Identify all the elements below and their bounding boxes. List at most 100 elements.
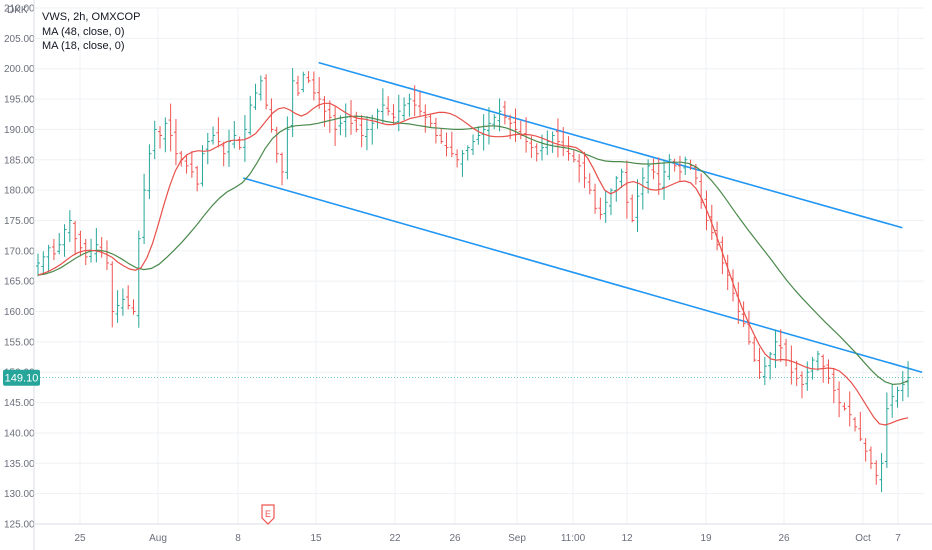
ohlc-bar xyxy=(471,134,476,155)
ohlc-bar xyxy=(428,113,433,128)
ma-48-line xyxy=(37,115,909,386)
ohlc-bar xyxy=(879,452,884,493)
ohlc-bar xyxy=(396,94,401,132)
ohlc-bar xyxy=(614,176,619,202)
x-tick-label: 15 xyxy=(310,533,322,544)
ohlc-bar xyxy=(200,145,205,187)
ohlc-bar xyxy=(46,244,51,272)
ohlc-bar xyxy=(460,149,465,177)
ohlc-bar xyxy=(67,210,72,242)
trendline-upper[interactable] xyxy=(318,61,903,229)
ohlc-bar xyxy=(651,158,656,180)
ohlc-bar xyxy=(184,155,189,174)
ohlc-bar xyxy=(380,88,385,124)
last-price-badge-bg xyxy=(3,369,40,386)
ohlc-bar xyxy=(555,118,560,158)
ohlc-bar xyxy=(571,150,576,163)
ohlc-bar xyxy=(402,97,407,121)
ohlc-bar xyxy=(333,106,338,146)
legend-ma-18: MA (18, close, 0) xyxy=(42,40,125,52)
ohlc-bar xyxy=(603,190,608,223)
ohlc-bar xyxy=(274,126,279,163)
ohlc-bar xyxy=(269,98,274,133)
ohlc-bar xyxy=(407,93,412,117)
earnings-event-marker[interactable]: E xyxy=(261,504,275,525)
ohlc-bar xyxy=(831,368,836,404)
ohlc-bar xyxy=(391,104,396,124)
ohlc-bar xyxy=(513,108,518,142)
ohlc-bar xyxy=(794,360,799,386)
ohlc-bar xyxy=(168,103,173,152)
ohlc-bar xyxy=(672,158,677,172)
ohlc-bar xyxy=(343,103,348,138)
ohlc-bar xyxy=(465,145,470,161)
ohlc-bar xyxy=(815,350,820,371)
x-tick-label: 26 xyxy=(778,533,790,544)
ohlc-bar xyxy=(412,85,417,117)
ohlc-bar xyxy=(73,220,78,255)
ohlc-bar xyxy=(226,129,231,167)
ohlc-bar xyxy=(364,116,369,151)
ohlc-bar xyxy=(683,156,688,176)
ohlc-bar xyxy=(847,391,852,427)
trendline-lower[interactable] xyxy=(243,177,923,374)
y-tick-label: 160.00 xyxy=(4,307,35,318)
ohlc-bar xyxy=(205,132,210,165)
y-tick-label: 135.00 xyxy=(4,459,35,470)
ohlc-bar xyxy=(481,114,486,151)
ohlc-bar xyxy=(646,159,651,194)
ohlc-bar xyxy=(784,338,789,367)
ohlc-bar xyxy=(221,141,226,167)
ohlc-bar xyxy=(295,75,300,96)
ohlc-bar xyxy=(301,71,306,93)
y-tick-label: 180.00 xyxy=(4,186,35,197)
y-tick-label: 145.00 xyxy=(4,398,35,409)
ohlc-bar xyxy=(545,130,550,156)
x-tick-label: Aug xyxy=(149,533,167,544)
trendlines[interactable] xyxy=(243,61,923,374)
ohlc-bar xyxy=(805,361,810,391)
ohlc-bar xyxy=(598,197,603,220)
chart-grid xyxy=(34,7,924,525)
ohlc-bar xyxy=(417,91,422,116)
price-axis[interactable]: 210.00 205.00 200.00 195.00 190.00 185.00 180.… xyxy=(4,0,35,550)
ohlc-bar xyxy=(120,288,125,316)
ma-18-line xyxy=(37,102,909,426)
ohlc-bar xyxy=(667,154,672,181)
ohlc-bar xyxy=(126,285,131,310)
x-tick-label: 25 xyxy=(74,533,86,544)
ohlc-bar xyxy=(327,100,332,133)
ohlc-bar xyxy=(158,126,163,149)
event-marker-shape xyxy=(261,504,275,525)
ohlc-bar xyxy=(386,96,391,116)
ohlc-bar xyxy=(624,160,629,219)
ohlc-bar xyxy=(189,151,194,178)
ohlc-bar xyxy=(619,168,624,189)
x-tick-label: 22 xyxy=(389,533,401,544)
time-axis[interactable]: 25 Aug 8 15 22 26 Sep 11:00 12 19 26 Oct 7 xyxy=(34,523,932,544)
ohlc-bar xyxy=(492,114,497,130)
ohlc-bar xyxy=(41,251,46,276)
ohlc-bar xyxy=(534,143,539,162)
ohlc-bar xyxy=(253,83,258,110)
x-tick-label: 7 xyxy=(895,533,901,544)
y-tick-label: 155.00 xyxy=(4,337,35,348)
ohlc-bar xyxy=(439,128,444,144)
ohlc-bar xyxy=(99,237,104,258)
ohlc-bar xyxy=(232,121,237,149)
x-tick-label: 8 xyxy=(235,533,241,544)
ohlc-bar xyxy=(136,230,141,328)
ohlc-bar xyxy=(216,117,221,148)
x-tick-label: 11:00 xyxy=(561,533,586,544)
ohlc-bar xyxy=(280,152,285,186)
ohlc-bar xyxy=(57,232,62,255)
ohlc-bar xyxy=(433,117,438,144)
ohlc-bar xyxy=(789,345,794,385)
ohlc-bar xyxy=(62,224,67,257)
ohlc-bar xyxy=(884,392,889,468)
ohlc-bar xyxy=(317,77,322,109)
ohlc-bar xyxy=(423,104,428,133)
ohlc-bar xyxy=(173,119,178,166)
ohlc-bar xyxy=(476,126,481,145)
